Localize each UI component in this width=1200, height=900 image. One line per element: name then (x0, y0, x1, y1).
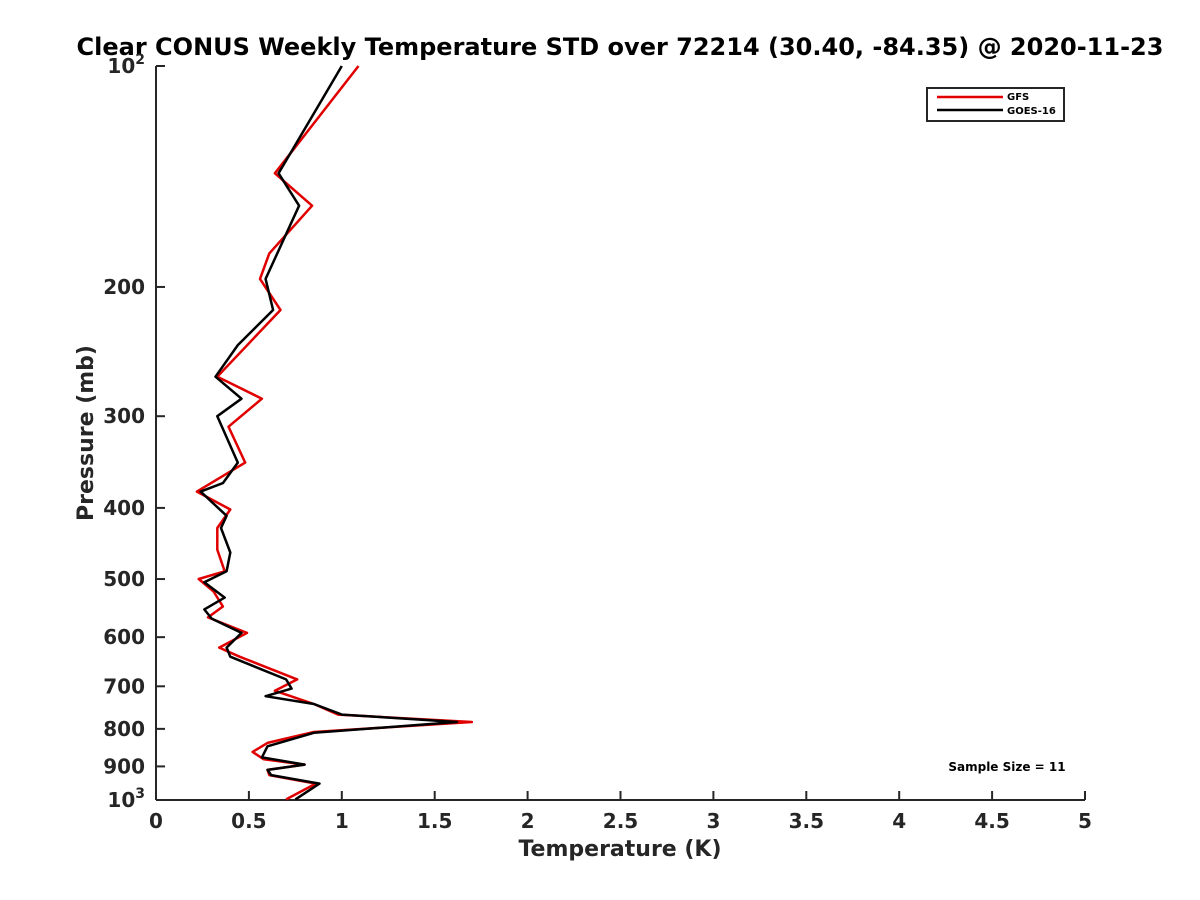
x-tick-label: 1 (335, 809, 349, 833)
x-tick-label: 2 (521, 809, 535, 833)
y-axis-label: Pressure (mb) (74, 345, 99, 521)
legend: GFS GOES-16 (926, 87, 1065, 122)
series-line-gfs (195, 65, 474, 801)
x-tick-label: 1.5 (417, 809, 452, 833)
x-tick-label: 0.5 (231, 809, 266, 833)
x-axis-ticks: 0 0.5 1 1.5 2 2.5 3 3.5 4 4.5 5 (149, 791, 1092, 833)
y-tick-base: 10 (107, 788, 135, 812)
plot-background (156, 66, 1085, 800)
series-line-goes16 (199, 65, 459, 801)
x-tick-label: 0 (149, 809, 163, 833)
legend-label-goes16: GOES-16 (1007, 106, 1056, 117)
y-tick-exponent: 3 (135, 786, 145, 802)
x-tick-label: 3 (706, 809, 720, 833)
y-tick-exponent: 2 (135, 52, 145, 68)
y-tick-label: 103 (107, 786, 145, 812)
y-tick-label: 102 (107, 52, 145, 78)
legend-label-gfs: GFS (1007, 92, 1029, 103)
x-tick-label: 4 (892, 809, 906, 833)
series-layer (195, 65, 474, 801)
y-tick-label: 900 (103, 754, 145, 778)
y-tick-base: 10 (107, 54, 135, 78)
x-tick-label: 4.5 (974, 809, 1009, 833)
x-tick-label: 3.5 (789, 809, 824, 833)
y-tick-label: 700 (103, 674, 145, 698)
y-tick-label: 300 (103, 404, 145, 428)
x-tick-label: 5 (1078, 809, 1092, 833)
sample-size-annotation: Sample Size = 11 (948, 760, 1065, 774)
x-axis-label: Temperature (K) (518, 837, 721, 862)
x-tick-label: 2.5 (603, 809, 638, 833)
y-tick-label: 600 (103, 625, 145, 649)
y-tick-label: 400 (103, 496, 145, 520)
y-tick-label: 500 (103, 567, 145, 591)
plot-area (155, 65, 1085, 801)
y-tick-label: 800 (103, 717, 145, 741)
chart-title: Clear CONUS Weekly Temperature STD over … (77, 33, 1164, 61)
y-tick-label: 200 (103, 275, 145, 299)
legend-box (926, 87, 1065, 122)
